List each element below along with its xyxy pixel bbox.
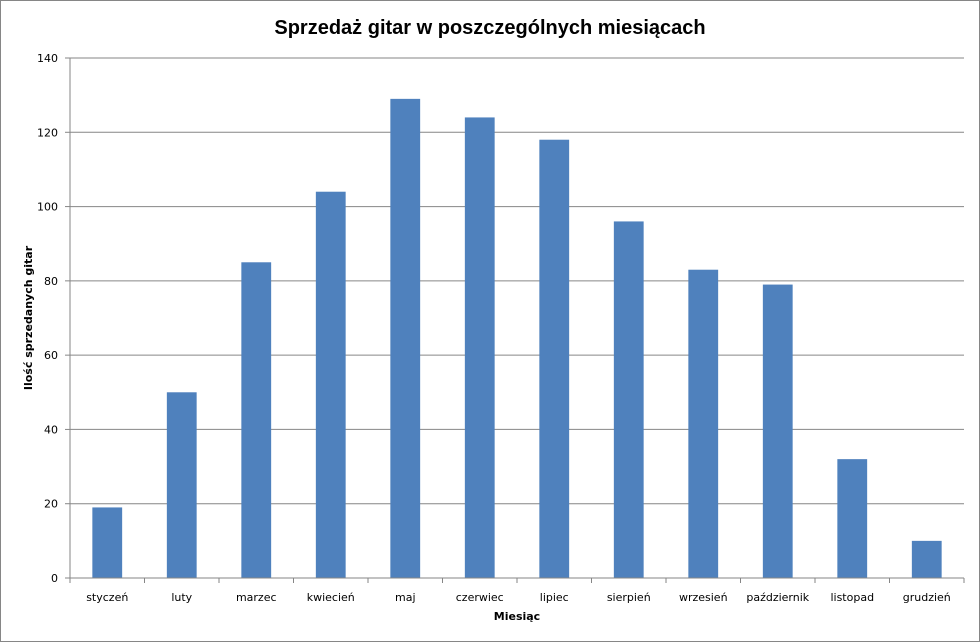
y-axis-title: Ilość sprzedanych gitar bbox=[22, 245, 35, 390]
bar bbox=[166, 392, 197, 578]
bar bbox=[613, 221, 644, 578]
y-tick-label: 80 bbox=[44, 275, 58, 288]
bar bbox=[539, 139, 570, 578]
x-tick-label: lipiec bbox=[540, 591, 569, 604]
x-tick-label: kwiecień bbox=[307, 591, 355, 604]
x-tick-label: luty bbox=[171, 591, 192, 604]
axes bbox=[65, 57, 965, 583]
y-tick-label: 140 bbox=[37, 52, 58, 65]
y-tick-labels: 0 20 40 60 80 100 120 140 bbox=[37, 52, 58, 585]
x-tick-label: październik bbox=[746, 591, 809, 604]
y-tick-label: 120 bbox=[37, 126, 58, 139]
bar bbox=[241, 262, 272, 578]
bar bbox=[315, 191, 346, 578]
y-tick-label: 0 bbox=[51, 572, 58, 585]
x-axis-title: Miesiąc bbox=[494, 610, 540, 623]
x-tick-label: wrzesień bbox=[679, 591, 728, 604]
bar bbox=[911, 540, 942, 578]
bar bbox=[688, 269, 719, 578]
x-tick-label: styczeń bbox=[86, 591, 128, 604]
y-tick-label: 60 bbox=[44, 349, 58, 362]
bar bbox=[464, 117, 495, 578]
bar bbox=[762, 284, 793, 578]
x-tick-label: marzec bbox=[236, 591, 277, 604]
x-tick-label: sierpień bbox=[607, 591, 651, 604]
bars bbox=[92, 98, 942, 578]
x-tick-label: grudzień bbox=[903, 591, 951, 604]
gridlines bbox=[70, 57, 964, 505]
y-tick-label: 20 bbox=[44, 498, 58, 511]
y-tick-label: 100 bbox=[37, 201, 58, 214]
x-tick-labels: styczeń luty marzec kwiecień maj czerwiec lipi… bbox=[86, 591, 951, 604]
bar bbox=[837, 459, 868, 578]
y-tick-label: 40 bbox=[44, 423, 58, 436]
x-tick-label: listopad bbox=[830, 591, 874, 604]
bar bbox=[92, 507, 123, 578]
x-tick-label: maj bbox=[395, 591, 416, 604]
chart-title: Sprzedaż gitar w poszczególnych miesiąca… bbox=[274, 17, 705, 39]
x-tick-label: czerwiec bbox=[456, 591, 504, 604]
bar bbox=[390, 98, 421, 578]
